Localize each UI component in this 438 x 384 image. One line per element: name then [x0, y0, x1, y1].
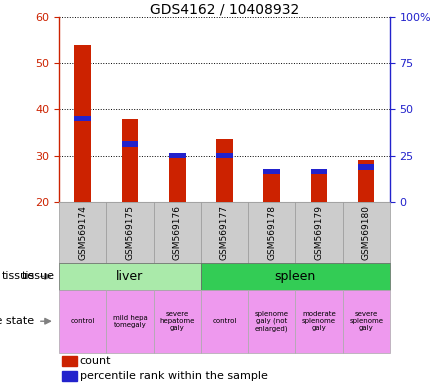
Bar [201, 263, 390, 290]
Bar [59, 290, 106, 353]
Bar [311, 174, 327, 294]
Text: control: control [71, 318, 95, 324]
Bar [74, 45, 91, 294]
Bar [343, 202, 390, 263]
Bar [358, 160, 374, 294]
Text: percentile rank within the sample: percentile rank within the sample [80, 371, 268, 381]
Bar [59, 202, 106, 263]
Text: tissue: tissue [1, 271, 35, 281]
Text: GSM569177: GSM569177 [220, 205, 229, 260]
Bar [122, 141, 138, 147]
Bar [154, 290, 201, 353]
Bar [358, 164, 374, 170]
Bar [295, 202, 343, 263]
Text: mild hepa
tomegaly: mild hepa tomegaly [113, 315, 147, 328]
Bar [201, 202, 248, 263]
Text: GSM569174: GSM569174 [78, 205, 87, 260]
Bar [106, 202, 154, 263]
Text: tissue: tissue [22, 271, 55, 281]
Bar [63, 356, 77, 366]
Text: GSM569175: GSM569175 [126, 205, 134, 260]
Text: spleen: spleen [275, 270, 316, 283]
Bar [263, 174, 280, 294]
Bar [216, 139, 233, 294]
Bar [248, 202, 295, 263]
Bar [248, 290, 295, 353]
Bar [343, 290, 390, 353]
Bar [295, 290, 343, 353]
Text: control: control [212, 318, 237, 324]
Text: GSM569179: GSM569179 [314, 205, 323, 260]
Bar [169, 156, 186, 294]
Bar [63, 371, 77, 381]
Bar [122, 119, 138, 294]
Bar [311, 169, 327, 174]
Bar [59, 263, 201, 290]
Text: GSM569178: GSM569178 [267, 205, 276, 260]
Bar [216, 153, 233, 158]
Bar [154, 202, 201, 263]
Bar [201, 290, 248, 353]
Text: moderate
splenome
galy: moderate splenome galy [302, 311, 336, 331]
Text: disease state: disease state [0, 316, 35, 326]
Text: severe
hepatome
galy: severe hepatome galy [159, 311, 195, 331]
Bar [106, 290, 154, 353]
Text: splenome
galy (not
enlarged): splenome galy (not enlarged) [255, 311, 289, 332]
Bar [263, 169, 280, 174]
Text: count: count [80, 356, 111, 366]
Title: GDS4162 / 10408932: GDS4162 / 10408932 [150, 2, 299, 16]
Text: severe
splenome
galy: severe splenome galy [349, 311, 383, 331]
Text: GSM569176: GSM569176 [173, 205, 182, 260]
Bar [169, 153, 186, 158]
Text: GSM569180: GSM569180 [362, 205, 371, 260]
Bar [74, 116, 91, 121]
Text: liver: liver [117, 270, 144, 283]
